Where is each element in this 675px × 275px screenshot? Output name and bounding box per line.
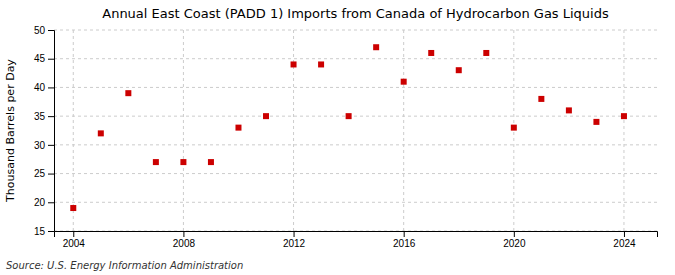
tick-label: 15: [34, 226, 46, 237]
tick: 2020: [503, 231, 526, 249]
tick-mark: [514, 231, 515, 237]
grid-line: [54, 144, 657, 145]
grid-line: [54, 202, 657, 203]
grid-line: [623, 30, 624, 231]
tick-mark: [183, 231, 184, 237]
tick: 45: [34, 53, 54, 64]
point: [125, 90, 131, 96]
tick-mark: [294, 231, 295, 237]
point: [593, 119, 599, 125]
y-axis-title: Thousand Barrels per Day: [4, 59, 17, 203]
point: [235, 125, 241, 131]
grid-line: [54, 30, 657, 31]
grid-line: [54, 87, 657, 88]
tick-label: 2016: [393, 238, 416, 249]
tick-label: 30: [34, 140, 46, 151]
point: [180, 159, 186, 165]
grid-line: [293, 30, 294, 231]
tick-label: 2008: [173, 238, 196, 249]
tick-label: 45: [34, 53, 46, 64]
tick: 40: [34, 82, 54, 93]
source: Source: U.S. Energy Information Administ…: [6, 260, 243, 271]
point: [621, 113, 627, 119]
x-axis: 2004 2008 2012 2016 2020 2024: [55, 231, 658, 249]
tick: 2012: [283, 231, 306, 249]
plot: 2004 2008 2012 2016 2020 2024 15 20 25 30 35 40 45 50: [34, 25, 658, 249]
point: [401, 79, 407, 85]
grid-line: [183, 30, 184, 231]
grid-line: [403, 30, 404, 231]
tick-mark: [404, 231, 405, 237]
tick: 15: [34, 226, 54, 237]
tick: 2016: [393, 231, 416, 249]
point: [98, 130, 104, 136]
point: [153, 159, 159, 165]
tick: 30: [34, 140, 54, 151]
point: [263, 113, 269, 119]
point: [318, 61, 324, 67]
tick: 2024: [613, 231, 636, 249]
point: [456, 67, 462, 73]
tick-label: 20: [34, 197, 46, 208]
grid-line: [54, 58, 657, 59]
point: [511, 125, 517, 131]
point: [373, 44, 379, 50]
tick: 2004: [63, 231, 86, 249]
tick: 2008: [173, 231, 196, 249]
tick-label: 25: [34, 168, 46, 179]
grid-line: [73, 30, 74, 231]
point: [538, 96, 544, 102]
points: [70, 44, 627, 211]
tick-label: 2004: [63, 238, 86, 249]
point: [70, 205, 76, 211]
tick: 35: [34, 111, 54, 122]
tick-mark: [48, 145, 54, 146]
axis-line: [55, 232, 658, 238]
tick: 20: [34, 197, 54, 208]
point: [291, 61, 297, 67]
tick-mark: [624, 231, 625, 237]
tick-mark: [48, 30, 54, 31]
tick: 25: [34, 168, 54, 179]
tick-mark: [48, 116, 54, 117]
grid: [54, 30, 657, 231]
tick-mark: [48, 87, 54, 88]
tick-mark: [48, 231, 54, 232]
point: [428, 50, 434, 56]
point: [346, 113, 352, 119]
tick-mark: [48, 202, 54, 203]
title: Annual East Coast (PADD 1) Imports from …: [102, 6, 609, 21]
chart: 2004 2008 2012 2016 2020 2024 15 20 25 30 35 40 45 50…: [0, 0, 675, 275]
point: [208, 159, 214, 165]
tick-label: 2024: [613, 238, 636, 249]
tick-label: 40: [34, 82, 46, 93]
tick-mark: [73, 231, 74, 237]
tick-label: 2012: [283, 238, 306, 249]
point: [483, 50, 489, 56]
point: [566, 107, 572, 113]
axis-line: [48, 31, 55, 232]
tick-mark: [48, 59, 54, 60]
tick-label: 50: [34, 25, 46, 36]
grid-line: [54, 116, 657, 117]
tick-mark: [48, 174, 54, 175]
tick: 50: [34, 25, 54, 36]
tick-label: 2020: [503, 238, 526, 249]
grid-line: [54, 173, 657, 174]
tick-label: 35: [34, 111, 46, 122]
y-axis: 15 20 25 30 35 40 45 50: [34, 25, 55, 237]
